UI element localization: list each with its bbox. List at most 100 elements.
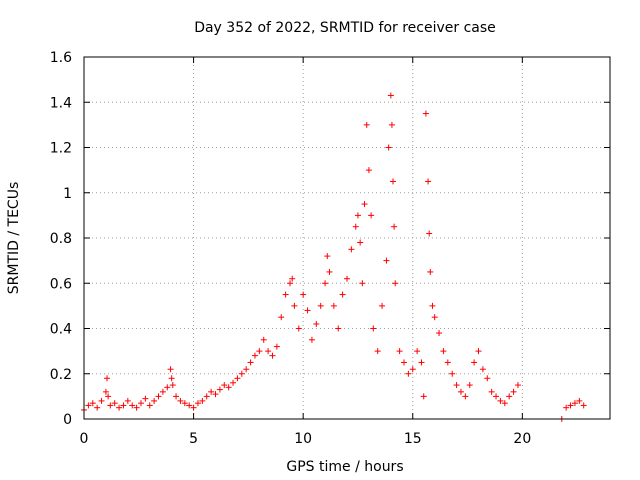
data-point bbox=[427, 268, 434, 275]
y-tick-label: 1.2 bbox=[50, 141, 72, 157]
data-point bbox=[177, 397, 184, 404]
x-axis-label: GPS time / hours bbox=[286, 459, 403, 475]
data-point bbox=[368, 212, 375, 219]
data-point bbox=[238, 370, 245, 377]
data-point bbox=[457, 388, 464, 395]
data-point bbox=[580, 402, 587, 409]
y-tick-label: 0.2 bbox=[50, 367, 72, 383]
data-point bbox=[479, 366, 486, 373]
grid bbox=[84, 57, 610, 419]
data-point bbox=[120, 402, 127, 409]
data-point bbox=[420, 393, 427, 400]
data-point bbox=[379, 302, 386, 309]
data-point bbox=[563, 404, 570, 411]
data-point bbox=[287, 280, 294, 287]
data-point bbox=[567, 402, 574, 409]
data-point bbox=[475, 348, 482, 355]
y-tick-label: 0.6 bbox=[50, 276, 72, 292]
data-point bbox=[414, 348, 421, 355]
data-point bbox=[212, 391, 219, 398]
y-axis-label: SRMTID / TECUs bbox=[6, 182, 22, 295]
data-point bbox=[426, 230, 433, 237]
data-point bbox=[370, 325, 377, 332]
data-point bbox=[444, 359, 451, 366]
data-point bbox=[295, 325, 302, 332]
data-point bbox=[111, 400, 118, 407]
y-tick-label: 0.4 bbox=[50, 322, 72, 338]
y-tick-label: 1.6 bbox=[50, 50, 72, 66]
data-point bbox=[354, 212, 361, 219]
data-point bbox=[392, 280, 399, 287]
data-point bbox=[388, 121, 395, 128]
data-point bbox=[363, 121, 370, 128]
data-point bbox=[124, 397, 131, 404]
data-point bbox=[466, 382, 473, 389]
data-point bbox=[98, 397, 105, 404]
data-point bbox=[571, 400, 578, 407]
data-point bbox=[352, 223, 359, 230]
data-points bbox=[81, 92, 587, 422]
x-tick-label: 0 bbox=[80, 431, 89, 447]
data-point bbox=[471, 359, 478, 366]
data-point bbox=[105, 393, 112, 400]
data-point bbox=[243, 366, 250, 373]
data-point bbox=[493, 393, 500, 400]
data-point bbox=[256, 348, 263, 355]
data-point bbox=[330, 302, 337, 309]
data-point bbox=[151, 397, 158, 404]
data-point bbox=[436, 330, 443, 337]
data-point bbox=[208, 388, 215, 395]
data-point bbox=[391, 223, 398, 230]
data-point bbox=[169, 382, 176, 389]
data-point bbox=[510, 388, 517, 395]
data-point bbox=[89, 400, 96, 407]
data-point bbox=[576, 397, 583, 404]
x-tick-label: 20 bbox=[513, 431, 531, 447]
data-point bbox=[385, 144, 392, 151]
data-point bbox=[107, 402, 114, 409]
data-point bbox=[462, 393, 469, 400]
data-point bbox=[344, 275, 350, 282]
data-point bbox=[453, 382, 460, 389]
data-point bbox=[85, 402, 92, 409]
data-point bbox=[269, 352, 276, 359]
data-point bbox=[400, 359, 407, 366]
data-point bbox=[440, 348, 447, 355]
y-tick-label: 1.4 bbox=[50, 95, 72, 111]
data-point bbox=[317, 302, 324, 309]
data-point bbox=[265, 348, 272, 355]
data-point bbox=[339, 291, 346, 298]
data-point bbox=[387, 92, 394, 99]
data-point bbox=[129, 402, 136, 409]
data-point bbox=[234, 375, 241, 382]
data-point bbox=[359, 280, 366, 287]
data-point bbox=[186, 402, 193, 409]
data-point bbox=[291, 302, 298, 309]
data-point bbox=[278, 314, 285, 321]
data-point bbox=[133, 404, 140, 411]
data-point bbox=[181, 400, 188, 407]
data-point bbox=[155, 393, 162, 400]
plot-frame bbox=[83, 56, 611, 420]
data-point bbox=[230, 379, 237, 386]
data-point bbox=[116, 404, 123, 411]
data-point bbox=[506, 393, 513, 400]
data-point bbox=[449, 370, 456, 377]
data-point bbox=[484, 375, 491, 382]
data-point bbox=[289, 275, 296, 282]
data-point bbox=[137, 400, 144, 407]
data-point bbox=[422, 110, 429, 117]
data-point bbox=[348, 246, 355, 253]
data-point bbox=[273, 343, 280, 350]
data-point bbox=[396, 348, 403, 355]
data-point bbox=[374, 348, 381, 355]
y-tick-label: 1 bbox=[63, 186, 72, 202]
data-point bbox=[418, 359, 425, 366]
data-point bbox=[324, 253, 331, 260]
data-point bbox=[361, 201, 368, 208]
data-point bbox=[168, 375, 175, 382]
data-point bbox=[146, 402, 153, 409]
data-point bbox=[497, 397, 504, 404]
data-point bbox=[199, 397, 206, 404]
data-point bbox=[251, 352, 258, 359]
